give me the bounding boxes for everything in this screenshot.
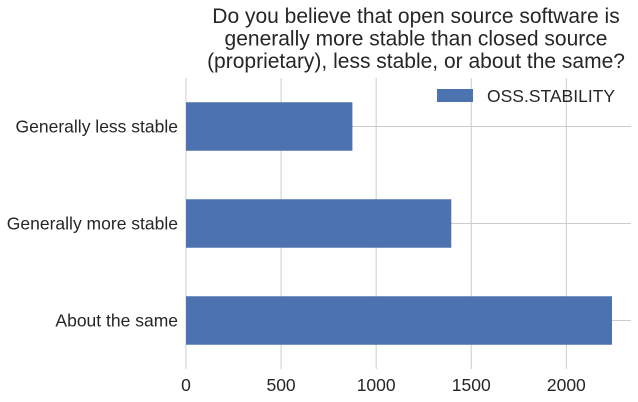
x-tick-label: 1500	[452, 375, 491, 395]
y-tick-label: Generally more stable	[7, 214, 178, 234]
y-tick-label: Generally less stable	[16, 117, 178, 137]
bar	[186, 102, 353, 151]
bars	[186, 102, 612, 345]
chart-title-line: generally more stable than closed source	[225, 28, 608, 51]
y-tick-label: About the same	[55, 311, 178, 331]
chart-title-line: Do you believe that open source software…	[212, 5, 619, 28]
y-tick-labels: About the same Generally more stable Gener…	[7, 117, 178, 331]
x-tick-label: 0	[181, 375, 191, 395]
x-tick-label: 2000	[547, 375, 586, 395]
chart-title-line: (proprietary), less stable, or about the…	[207, 50, 625, 73]
x-tick-labels: 0 500 1000 1500 2000	[181, 375, 586, 395]
chart-title: Do you believe that open source software…	[207, 5, 625, 73]
bar	[186, 296, 612, 345]
x-tick-label: 500	[266, 375, 295, 395]
legend-label: OSS.STABILITY	[487, 86, 615, 106]
x-tick-label: 1000	[357, 375, 396, 395]
legend: OSS.STABILITY	[437, 86, 615, 106]
legend-swatch	[437, 89, 473, 102]
bar	[186, 199, 452, 248]
